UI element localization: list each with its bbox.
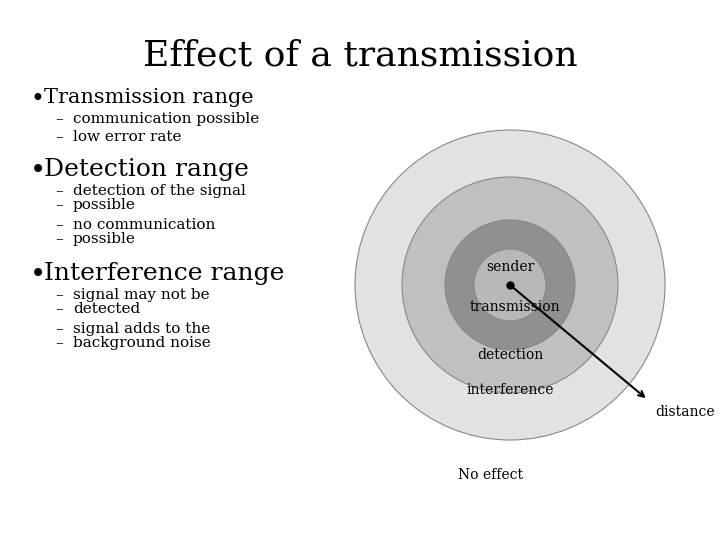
Text: –: – <box>55 302 63 316</box>
Ellipse shape <box>445 220 575 350</box>
Text: no communication: no communication <box>73 218 215 232</box>
Text: signal adds to the: signal adds to the <box>73 322 210 336</box>
Text: –: – <box>55 232 63 246</box>
Text: Transmission range: Transmission range <box>44 88 253 107</box>
Text: •: • <box>30 262 46 289</box>
Text: –: – <box>55 198 63 212</box>
Text: •: • <box>30 158 46 185</box>
Text: –: – <box>55 130 63 144</box>
Text: No effect: No effect <box>457 468 523 482</box>
Text: transmission: transmission <box>469 300 560 314</box>
Text: detected: detected <box>73 302 140 316</box>
Text: –: – <box>55 288 63 302</box>
Text: detection of the signal: detection of the signal <box>73 184 246 198</box>
Ellipse shape <box>355 130 665 440</box>
Text: –: – <box>55 218 63 232</box>
Text: –: – <box>55 184 63 198</box>
Text: background noise: background noise <box>73 336 211 350</box>
Text: communication possible: communication possible <box>73 112 259 126</box>
Text: Interference range: Interference range <box>44 262 284 285</box>
Text: possible: possible <box>73 198 136 212</box>
Text: detection: detection <box>477 348 543 362</box>
Text: sender: sender <box>486 260 534 274</box>
Text: possible: possible <box>73 232 136 246</box>
Text: Effect of a transmission: Effect of a transmission <box>143 38 577 72</box>
Text: low error rate: low error rate <box>73 130 181 144</box>
Text: signal may not be: signal may not be <box>73 288 210 302</box>
Text: interference: interference <box>467 383 554 397</box>
Text: –: – <box>55 322 63 336</box>
Text: distance: distance <box>655 405 715 419</box>
Text: –: – <box>55 336 63 350</box>
Ellipse shape <box>474 249 546 321</box>
Text: –: – <box>55 112 63 126</box>
Text: •: • <box>30 88 44 111</box>
Ellipse shape <box>402 177 618 393</box>
Text: Detection range: Detection range <box>44 158 249 181</box>
